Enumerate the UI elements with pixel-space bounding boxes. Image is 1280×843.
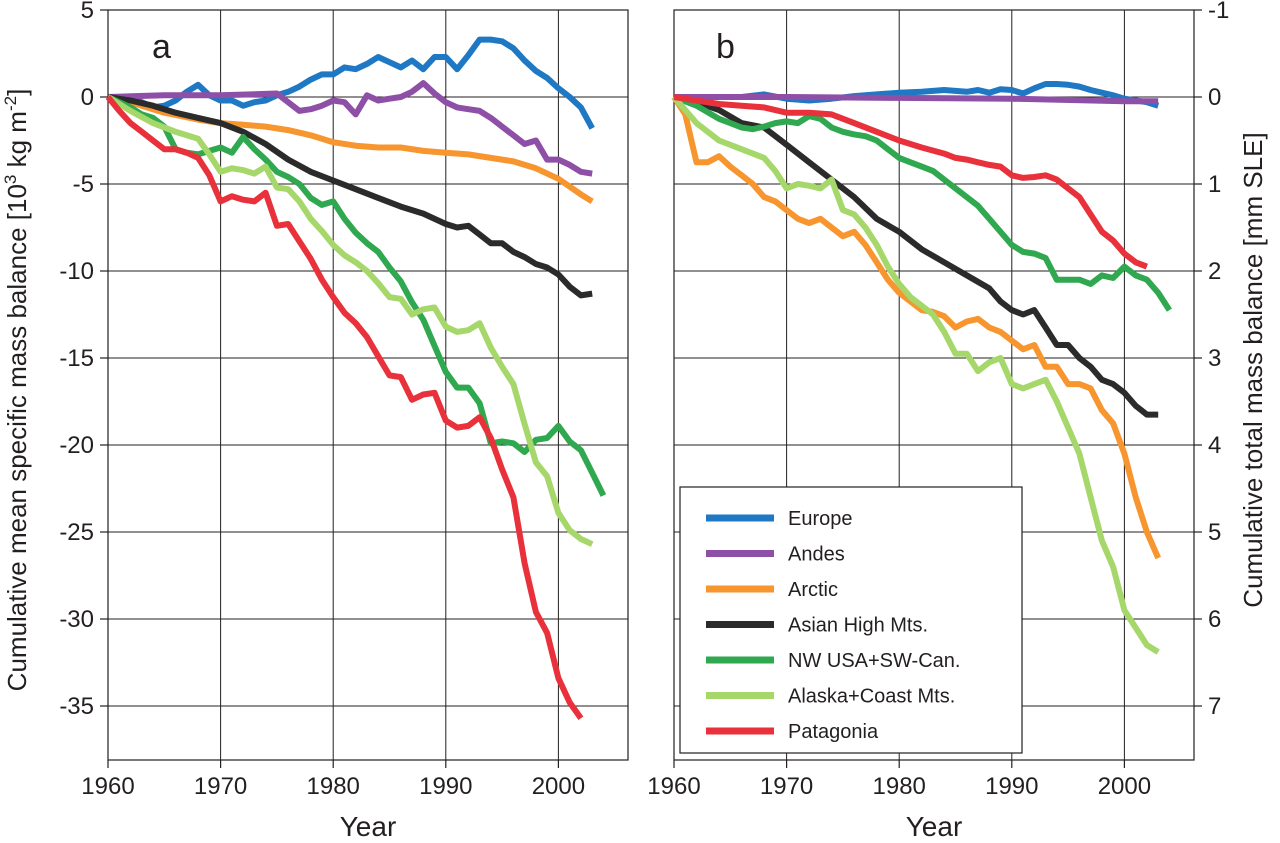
series-line-alaska-coast-mts-	[671, 95, 1160, 655]
x-tick-label: 2000	[532, 773, 585, 800]
panel-letter: a	[152, 28, 171, 66]
legend-label: Alaska+Coast Mts.	[788, 686, 955, 708]
legend-label: Asian High Mts.	[788, 615, 928, 637]
x-axis-label: Year	[906, 811, 963, 842]
series-line-patagonia	[673, 94, 1148, 270]
y-tick-label: -1	[1208, 0, 1229, 24]
legend-label: Europe	[788, 508, 853, 530]
y-tick-label: 5	[81, 0, 94, 24]
y-tick-label: 7	[1208, 693, 1221, 720]
panel-letter: b	[716, 28, 735, 66]
y-tick-label: -25	[59, 519, 94, 546]
panel-a: 1960 1970 1980 1990 2000 5 0 -5 -10 -15 -20 -25 -30 -…	[59, 0, 629, 842]
y-tick-label: 6	[1208, 606, 1221, 633]
y-tick-label: -10	[59, 258, 94, 285]
y-tick-label: 4	[1208, 432, 1221, 459]
y-axis-label-right: Cumulative total mass balance [mm SLE]	[1238, 132, 1268, 607]
x-tick-label: 1970	[760, 773, 813, 800]
y-tick-label: -35	[59, 693, 94, 720]
x-tick-label: 1970	[194, 773, 247, 800]
series-line-nw-usa-sw-can-	[672, 94, 1172, 312]
y-tick-label: -20	[59, 432, 94, 459]
y-tick-label: 1	[1208, 171, 1221, 198]
x-tick-label: 2000	[1098, 773, 1151, 800]
y-tick-label: -30	[59, 606, 94, 633]
y-tick-label: 0	[81, 84, 94, 111]
series-line-arctic	[671, 95, 1161, 560]
x-tick-label: 1980	[873, 773, 926, 800]
x-tick-label: 1980	[307, 773, 360, 800]
y-axis-label-left: Cumulative mean specific mass balance [1…	[1, 89, 32, 692]
series-line-alaska-coast-mts-	[106, 94, 594, 547]
legend-label: Andes	[788, 544, 845, 566]
x-tick-label: 1990	[985, 773, 1038, 800]
series-line-patagonia	[105, 95, 584, 720]
x-tick-label: 1960	[81, 773, 134, 800]
series-line-asian-high-mts-	[673, 94, 1159, 418]
x-tick-label: 1990	[419, 773, 472, 800]
y-tick-label: 3	[1208, 345, 1221, 372]
legend-label: Arctic	[788, 579, 838, 601]
series-line-andes	[107, 80, 593, 177]
legend-box	[679, 486, 1023, 754]
x-axis-label: Year	[340, 811, 397, 842]
series-line-europe	[108, 36, 595, 130]
legend-label: NW USA+SW-Can.	[788, 650, 960, 672]
legend-label: Patagonia	[788, 721, 879, 743]
y-tick-label: 2	[1208, 258, 1221, 285]
y-tick-label: 5	[1208, 519, 1221, 546]
y-tick-label: 0	[1208, 84, 1221, 111]
series-line-asian-high-mts-	[107, 94, 593, 299]
x-tick-label: 1960	[647, 773, 700, 800]
legend: Europe Andes Arctic Asian High Mts. NW USA+S…	[679, 486, 1023, 754]
series-line-andes	[674, 94, 1159, 105]
y-tick-label: -5	[73, 171, 94, 198]
y-tick-label: -15	[59, 345, 94, 372]
panel-b: 1960 1970 1980 1990 2000 -1 0 1 2 3 4 5 6 7 Year b	[647, 0, 1229, 842]
